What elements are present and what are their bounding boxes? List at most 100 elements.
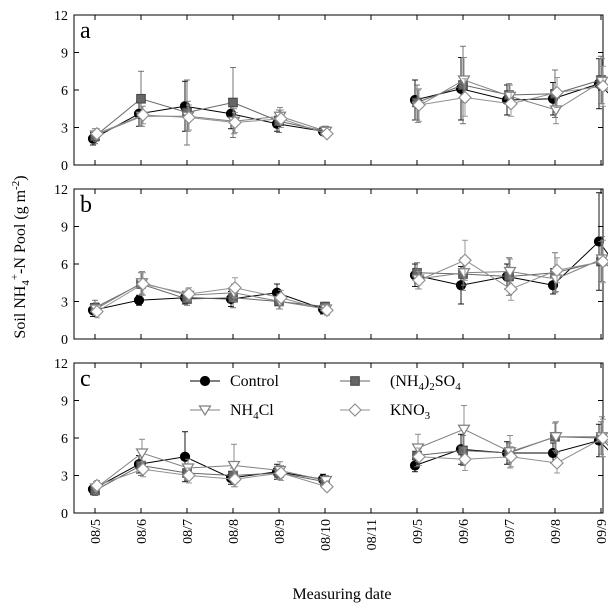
y-tick-label: 0 xyxy=(61,159,68,174)
legend-label: (NH4)2SO4 xyxy=(390,373,461,393)
legend-marker xyxy=(350,376,360,386)
y-tick-label: 6 xyxy=(61,258,68,273)
data-point xyxy=(274,111,288,126)
y-tick-label: 9 xyxy=(61,47,68,62)
data-point xyxy=(596,254,608,269)
series-KNO3 xyxy=(90,418,608,494)
series-line xyxy=(418,259,608,290)
data-point xyxy=(135,448,149,460)
panel-b: 0 3 6 9 12 b xyxy=(54,183,608,348)
series-line xyxy=(416,79,608,103)
data-point xyxy=(596,79,608,94)
data-point xyxy=(274,290,288,305)
x-tick-label: 08/7 xyxy=(181,519,196,544)
panel-frame xyxy=(73,14,604,166)
series-line xyxy=(96,114,328,135)
x-tick-labels: 08/5 08/6 08/7 08/8 08/9 08/10 08/11 09/5 09/6 09… xyxy=(89,519,608,551)
legend-label: Control xyxy=(230,373,279,390)
data-point xyxy=(228,97,238,108)
legend: Control (NH4)2SO4 NH4Cl KNO3 xyxy=(190,373,461,422)
x-tick-label: 09/9 xyxy=(595,519,608,544)
series-(NH4)2SO4 xyxy=(90,241,608,316)
series-line xyxy=(95,452,327,489)
y-tick-label: 12 xyxy=(54,9,68,24)
series-NH4Cl xyxy=(89,405,608,495)
data-point xyxy=(411,443,425,455)
series-line xyxy=(417,428,608,453)
y-tick-label: 3 xyxy=(61,122,68,137)
y-tick-label: 0 xyxy=(61,507,68,522)
data-point xyxy=(504,282,518,296)
series-line xyxy=(417,258,608,280)
data-point xyxy=(227,460,241,472)
data-point xyxy=(136,93,146,104)
data-point xyxy=(550,456,564,470)
data-point xyxy=(136,277,150,291)
panel-frame xyxy=(73,188,604,340)
series-NH4Cl xyxy=(89,236,608,316)
data-point xyxy=(549,105,563,117)
chart-panels: 0 3 6 9 12 a 0 3 6 9 12 b 0 3 6 9 12 c xyxy=(54,9,608,522)
legend-item-(NH4)2SO4: (NH4)2SO4 xyxy=(340,373,461,393)
y-tick-label: 9 xyxy=(61,395,68,410)
y-tick-label: 3 xyxy=(61,296,68,311)
data-point xyxy=(457,268,471,279)
data-point xyxy=(549,432,563,443)
y-tick-label: 3 xyxy=(61,470,68,485)
data-point xyxy=(504,449,518,464)
series-(NH4)2SO4 xyxy=(90,45,608,146)
panel-c: 0 3 6 9 12 c xyxy=(54,357,608,522)
data-point xyxy=(412,273,426,288)
series-line xyxy=(94,283,326,309)
series-line xyxy=(95,282,327,310)
panel-frame xyxy=(73,362,604,514)
legend-item-NH4Cl: NH4Cl xyxy=(190,402,274,422)
legend-item-KNO3: KNO3 xyxy=(340,402,431,422)
y-tick-label: 9 xyxy=(61,221,68,236)
data-point xyxy=(133,295,145,306)
panel-label: a xyxy=(80,18,91,44)
series-Control xyxy=(87,192,608,317)
x-tick-label: 08/10 xyxy=(319,519,334,551)
panel-a: 0 3 6 9 12 a xyxy=(54,9,608,174)
series-line xyxy=(94,98,326,137)
data-point xyxy=(412,449,426,464)
y-axis-title: Soil NH4+-N Pool (g m-2) xyxy=(9,175,32,338)
panel-label: c xyxy=(80,366,91,392)
data-point xyxy=(458,253,472,268)
data-point xyxy=(320,303,334,318)
legend-marker xyxy=(199,375,211,387)
x-axis-title: Measuring date xyxy=(292,586,391,603)
data-point xyxy=(412,98,426,112)
legend-marker xyxy=(198,405,212,417)
data-point xyxy=(320,126,334,141)
x-tick-label: 08/11 xyxy=(365,519,380,550)
data-point xyxy=(458,90,472,105)
data-point xyxy=(136,462,150,477)
series-line xyxy=(92,292,324,311)
series-KNO3 xyxy=(90,65,608,141)
y-tick-label: 12 xyxy=(54,183,68,198)
data-point xyxy=(182,110,196,125)
data-point xyxy=(181,463,195,475)
data-point xyxy=(457,75,471,87)
series-line xyxy=(417,79,608,111)
series-(NH4)2SO4 xyxy=(90,421,608,496)
x-tick-label: 09/8 xyxy=(549,519,564,544)
series-line xyxy=(418,85,608,106)
y-tick-label: 12 xyxy=(54,357,68,372)
series-Control xyxy=(87,57,608,146)
data-point xyxy=(90,126,104,141)
y-tick-label: 6 xyxy=(61,432,68,447)
panel-label: b xyxy=(80,192,92,218)
series-line xyxy=(96,283,328,312)
x-tick-label: 09/5 xyxy=(411,519,426,544)
legend-marker xyxy=(348,403,362,417)
x-tick-label: 08/6 xyxy=(135,519,150,544)
series-line xyxy=(92,105,324,140)
data-point xyxy=(90,478,104,493)
data-point xyxy=(90,304,104,319)
data-point xyxy=(504,96,518,111)
x-tick-label: 09/6 xyxy=(457,519,472,544)
data-point xyxy=(458,452,472,467)
